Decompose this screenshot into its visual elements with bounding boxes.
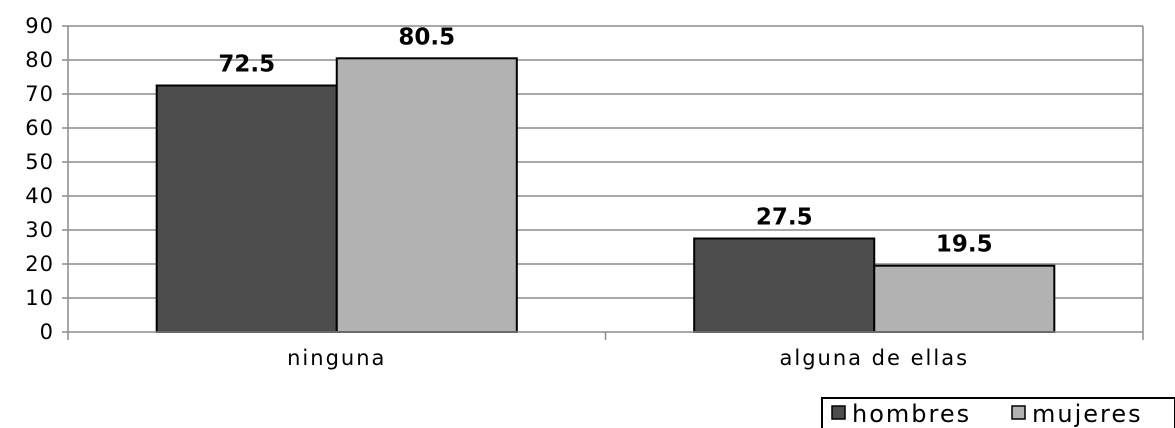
data-label: 27.5: [756, 205, 813, 231]
y-axis-ticks: 0 10 20 30 40 50 60 70 80 90: [25, 14, 54, 344]
y-tick-label: 10: [25, 286, 54, 310]
legend-swatch-hombres: [831, 405, 846, 420]
y-tick-label: 40: [25, 184, 54, 208]
bar-hombres: [693, 237, 876, 333]
y-tick-label: 90: [25, 14, 54, 38]
data-labels: 72.5 80.5 27.5 19.5: [218, 24, 992, 257]
bar-mujeres: [873, 264, 1056, 334]
bars: [155, 57, 1056, 334]
y-tick-label: 30: [25, 218, 54, 242]
y-tick-label: 20: [25, 252, 54, 276]
bar-mujeres: [335, 57, 518, 334]
y-tick-label: 80: [25, 48, 54, 72]
data-label: 72.5: [218, 52, 275, 78]
y-tick-label: 70: [25, 82, 54, 106]
bar-hombres: [155, 84, 338, 333]
x-axis-categories: ninguna alguna de ellas: [287, 346, 969, 370]
legend-label-mujeres: mujeres: [1032, 400, 1143, 428]
y-tick-label: 0: [40, 320, 54, 344]
y-tick-label: 50: [25, 150, 54, 174]
x-category-label: ninguna: [287, 346, 386, 370]
data-label: 19.5: [936, 232, 993, 258]
data-label: 80.5: [398, 24, 455, 50]
legend: hombres mujeres: [821, 397, 1175, 428]
y-tick-label: 60: [25, 116, 54, 140]
axes: [62, 25, 1144, 340]
x-category-label: alguna de ellas: [779, 346, 969, 370]
legend-swatch-mujeres: [1011, 405, 1026, 420]
legend-box: [821, 397, 1175, 428]
legend-label-hombres: hombres: [852, 400, 971, 428]
